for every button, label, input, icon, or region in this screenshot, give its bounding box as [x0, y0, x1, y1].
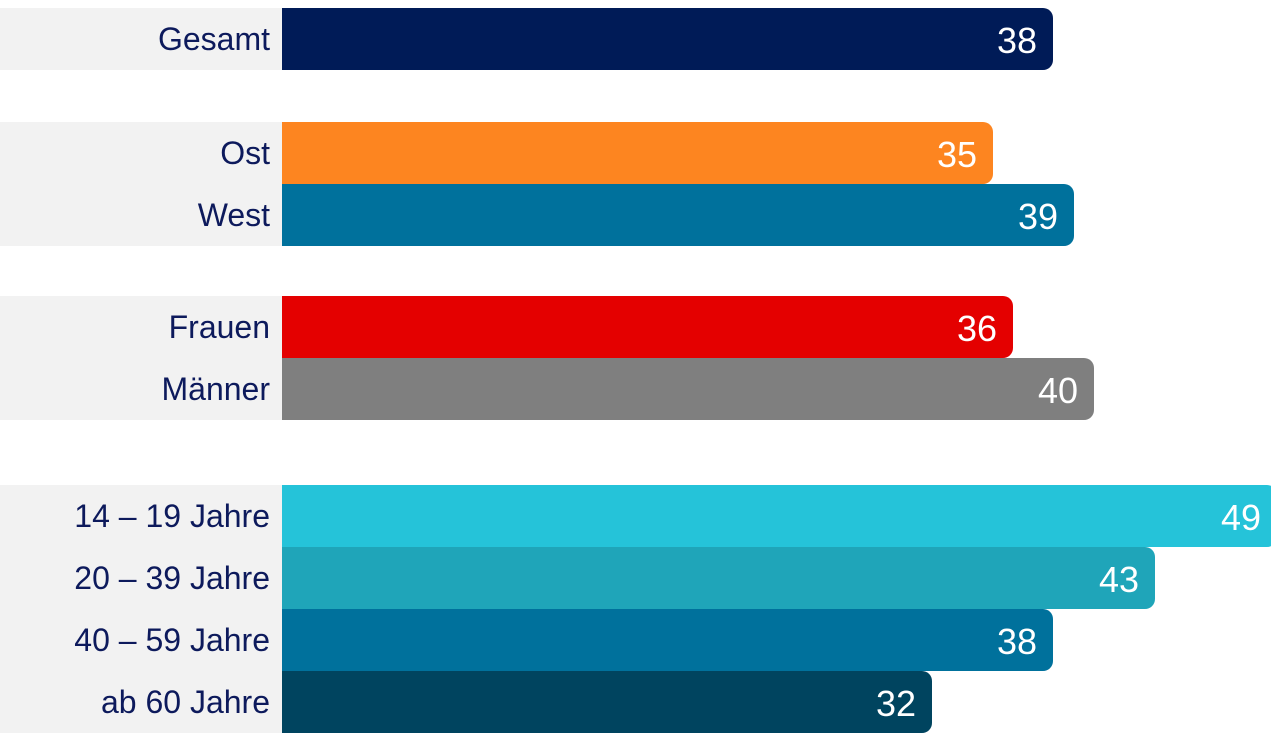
bar: 38	[282, 8, 1053, 70]
bar-value-label: 43	[1098, 559, 1139, 600]
label-band	[0, 485, 282, 733]
bar: 49	[282, 485, 1271, 547]
category-label: West	[197, 197, 270, 233]
bar: 32	[282, 671, 932, 733]
category-label: ab 60 Jahre	[100, 684, 270, 720]
label-band	[0, 296, 282, 420]
category-label: Ost	[220, 135, 270, 171]
bar-value-label: 38	[996, 20, 1037, 61]
bar: 39	[282, 184, 1074, 246]
bar-value-label: 39	[1017, 196, 1058, 237]
bar: 35	[282, 122, 993, 184]
category-label: 40 – 59 Jahre	[74, 622, 270, 658]
bar: 36	[282, 296, 1013, 358]
label-band	[0, 122, 282, 246]
bar: 40	[282, 358, 1094, 420]
category-label: 14 – 19 Jahre	[74, 498, 270, 534]
category-label: Männer	[161, 371, 271, 407]
bar-value-label: 40	[1037, 370, 1078, 411]
bar-value-label: 35	[936, 134, 977, 175]
category-label: 20 – 39 Jahre	[74, 560, 270, 596]
bar-value-label: 38	[996, 621, 1037, 662]
bar-value-label: 49	[1220, 497, 1261, 538]
category-label: Gesamt	[157, 21, 270, 57]
bar: 43	[282, 547, 1155, 609]
label-band	[0, 8, 282, 70]
bar: 38	[282, 609, 1053, 671]
category-label: Frauen	[168, 309, 270, 345]
bar-value-label: 32	[875, 683, 916, 724]
bar-value-label: 36	[956, 308, 997, 349]
